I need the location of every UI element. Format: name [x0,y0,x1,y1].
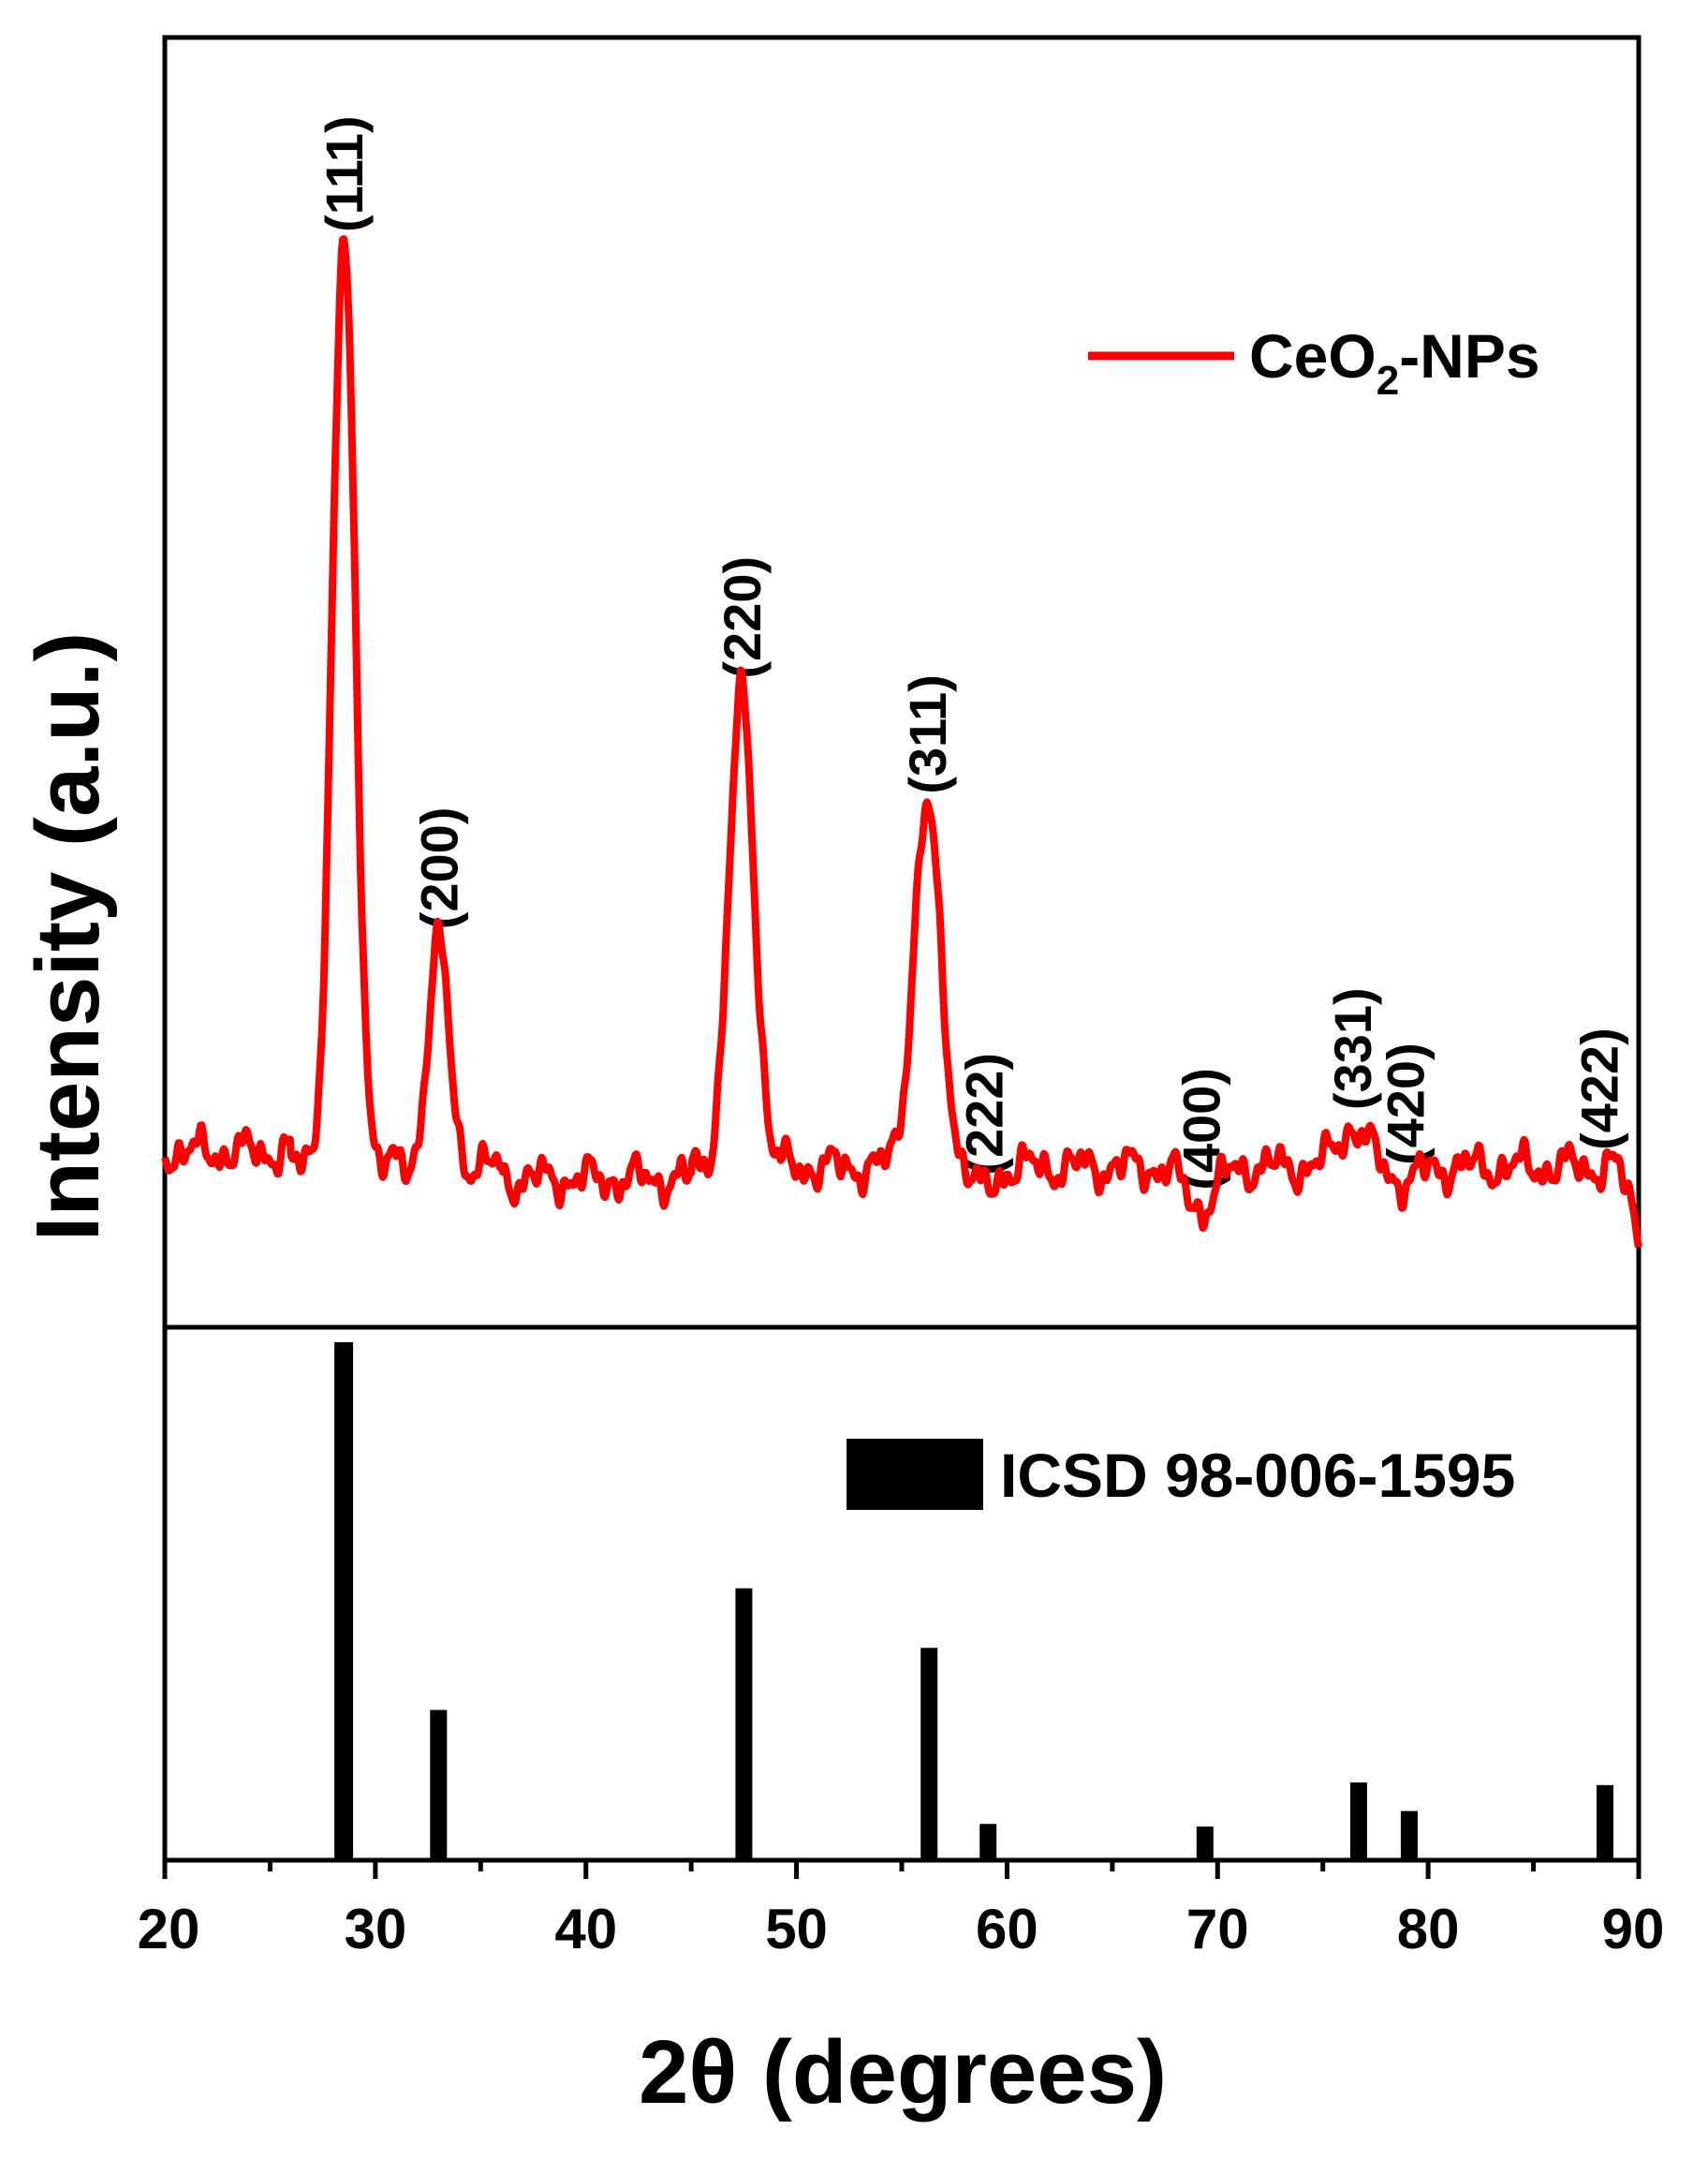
reference-bar [1349,1782,1367,1860]
top-legend: CeO2-NPs [1088,321,1540,404]
x-axis: 20 30 40 50 60 70 80 90 [138,1860,1665,1960]
top-panel: (111)(200)(220)(311)(222) (400)(331)(420)… [18,35,1642,1330]
peak-label: (200) [409,807,468,930]
reference-bar [1196,1826,1214,1860]
reference-bars [334,1342,1613,1860]
reference-bar [430,1709,448,1860]
x-tick-label: 60 [976,1898,1038,1960]
peak-label: (331) [1323,987,1382,1110]
peak-label: (311) [898,674,957,794]
legend-bar-swatch [847,1439,983,1510]
peak-label: (420) [1376,1043,1435,1165]
x-tick-label: 90 [1602,1898,1665,1960]
series-line-ceo2-nps [161,235,1642,1249]
reference-bar [1597,1784,1613,1860]
bottom-plot-frame [162,1324,1642,1863]
peak-label: (422) [1569,1028,1628,1150]
bottom-panel: ICSD 98-006-1595 20 30 40 50 60 70 80 90 2θ (de… [138,1324,1665,2122]
reference-bar [979,1824,997,1860]
x-tick-label: 40 [554,1898,617,1960]
y-axis-label: Intensity (a.u.) [18,632,118,1242]
reference-bar [334,1342,354,1860]
reference-bar [920,1648,938,1860]
bottom-legend: ICSD 98-006-1595 [847,1439,1515,1510]
x-tick-label: 50 [765,1898,828,1960]
x-tick-label: 20 [138,1898,200,1960]
legend-label-ceo2: CeO2-NPs [1249,321,1540,404]
x-tick-label: 80 [1397,1898,1460,1960]
x-tick-label: 70 [1186,1898,1249,1960]
reference-bar [1400,1811,1418,1860]
peak-label: (111) [315,115,374,232]
reference-bar [735,1588,753,1860]
x-axis-label: 2θ (degrees) [639,2022,1167,2122]
legend-label-icsd: ICSD 98-006-1595 [1000,1441,1515,1510]
x-tick-label: 30 [344,1898,406,1960]
peak-labels: (111)(200)(220)(311)(222) (400)(331)(420)… [315,115,1628,1190]
peak-label: (220) [713,556,772,679]
